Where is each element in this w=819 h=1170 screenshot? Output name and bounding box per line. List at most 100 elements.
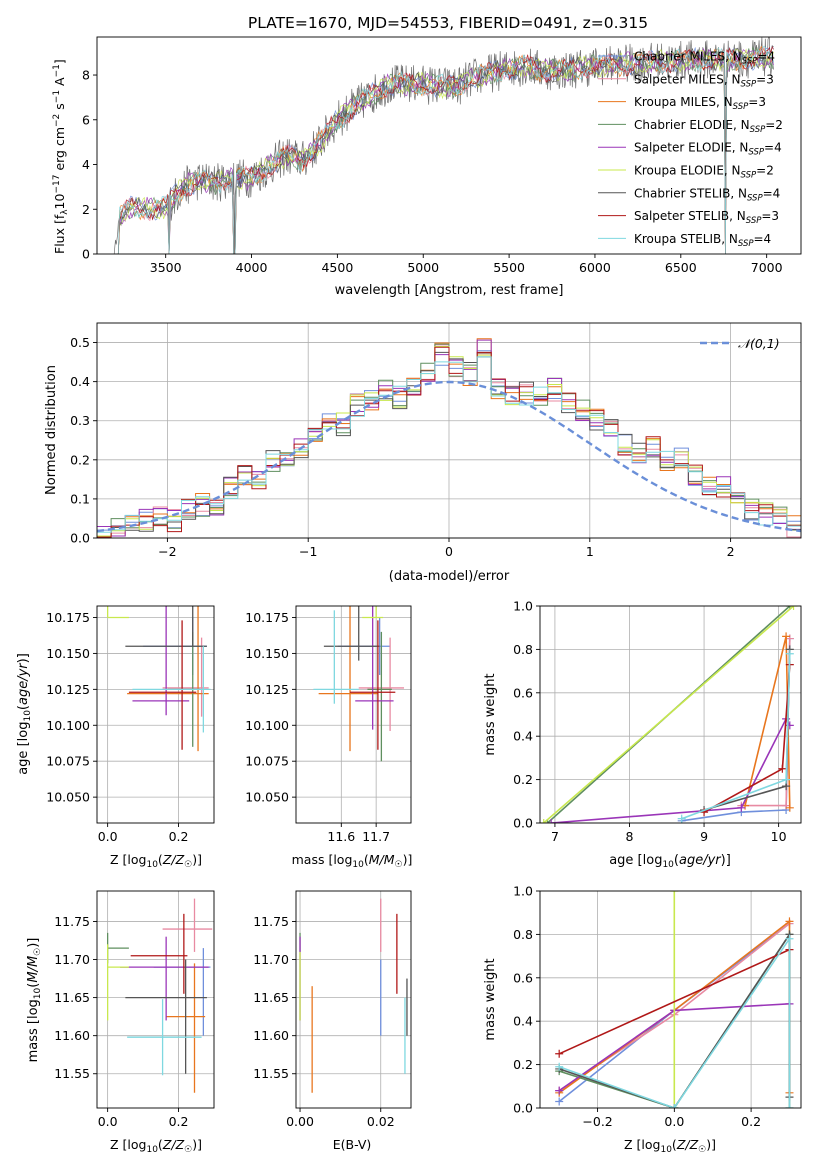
x-tick-label: 9 [700, 829, 708, 844]
model-fit-line [114, 45, 774, 254]
x-tick-label: 6000 [579, 260, 611, 275]
x-tick-label: 2 [727, 544, 735, 559]
mass-weight-line [543, 606, 795, 823]
spectrum-legend: Chabrier MILES, NSSP=4 Salpeter MILES, NS… [598, 50, 783, 249]
legend-entry-label: Kroupa MILES, NSSP=3 [634, 95, 766, 112]
mass-weight-series [540, 606, 798, 823]
model-fit-line [114, 48, 774, 254]
age-vs-mass-panel: 11.6 11.7 10.050 10.075 10.100 10.125 10.150 10… [245, 605, 412, 870]
axes-frame [96, 890, 215, 1109]
mass-weight-marker [555, 1086, 564, 1095]
y-axis-label: Normed distribution [44, 365, 59, 495]
error-bar-point [127, 606, 209, 752]
x-axis-label: Z [log10(Z/Z☉)] [110, 1137, 202, 1155]
x-tick-label: 1 [586, 544, 594, 559]
y-tick-label: 11.75 [54, 914, 90, 929]
mass-weight-marker [778, 764, 787, 773]
legend-entry-label: Chabrier ELODIE, NSSP=2 [634, 118, 783, 135]
error-bar-point [125, 959, 207, 1074]
mass-weight-series [677, 649, 794, 823]
spectrum-panel: 3500 4000 4500 5000 5500 6000 6500 7000 0 2 4 6 8 wav… [52, 36, 802, 298]
plot-area [97, 338, 801, 538]
plot-area [555, 891, 794, 1108]
y-tick-label: 10.050 [46, 790, 90, 805]
error-bar-point [355, 606, 394, 730]
error-bar-point [162, 898, 213, 952]
mass-vs-extinction-panel: 0.00 0.02 11.55 11.60 11.65 11.70 11.75 E(B-V) [253, 890, 412, 1152]
mass-weight-line [558, 936, 791, 1108]
error-bar-point [130, 913, 188, 994]
mass-weight-series [555, 945, 794, 1058]
axes-frame [295, 890, 412, 1109]
mass-weight-marker [555, 1062, 564, 1071]
mass-weight-vs-metallicity-panel: −0.2 0.0 0.2 0.0 0.2 0.4 0.6 0.8 1.0 mass weight Z… [483, 884, 802, 1155]
mass-weight-series [555, 934, 794, 1108]
x-tick-label: 5500 [493, 260, 525, 275]
mass-weight-marker [782, 801, 791, 810]
model-fit-line [114, 46, 774, 254]
x-axis-label: Z [log10(Z/Z☉)] [110, 852, 202, 870]
y-tick-label: 4 [82, 157, 90, 172]
y-axis-label: age [log10(age/yr)] [16, 653, 33, 775]
error-bar-point [323, 606, 380, 661]
y-tick-label: 0.1 [70, 491, 90, 506]
x-axis-label: Z [log10(Z/Z☉)] [624, 1137, 716, 1155]
x-tick-label: −2 [158, 544, 176, 559]
figure-title: PLATE=1670, MJD=54553, FIBERID=0491, z=0… [248, 14, 648, 32]
legend-entry-label: Kroupa ELODIE, NSSP=2 [634, 164, 774, 181]
x-tick-label: 0.0 [98, 829, 118, 844]
x-tick-label: 0.0 [664, 1114, 684, 1129]
y-tick-label: 10.100 [46, 718, 90, 733]
axes-frame [295, 605, 412, 824]
error-bar-point [162, 637, 209, 717]
y-tick-label: 0.5 [70, 335, 90, 350]
y-tick-label: 11.55 [54, 1066, 90, 1081]
x-axis-label: wavelength [Angstrom, rest frame] [335, 283, 564, 298]
x-axis-label: age [log10(age/yr)] [609, 853, 731, 870]
y-tick-label: 0.3 [70, 413, 90, 428]
x-tick-label: 8 [626, 829, 634, 844]
x-tick-label: 6500 [665, 260, 697, 275]
error-bar-point [362, 606, 384, 619]
x-tick-label: 0.0 [98, 1114, 118, 1129]
y-tick-label: 0.0 [513, 1101, 533, 1116]
plot-area [106, 898, 213, 1093]
x-tick-label: 7000 [751, 260, 783, 275]
y-tick-label: 0.0 [513, 816, 533, 831]
axes-frame [96, 605, 215, 824]
y-axis-label: mass weight [483, 673, 498, 755]
plot-area [540, 606, 798, 823]
normal-distribution-curve [97, 380, 801, 533]
residual-histogram-step [97, 346, 801, 538]
mass-weight-line [558, 948, 790, 1055]
x-tick-label: 0 [445, 544, 453, 559]
y-tick-label: 10.150 [46, 646, 90, 661]
y-tick-label: 10.125 [245, 682, 289, 697]
y-tick-label: 11.65 [253, 990, 289, 1005]
x-tick-label: 11.7 [362, 829, 390, 844]
mass-weight-marker [540, 819, 548, 823]
y-tick-label: 11.70 [54, 952, 90, 967]
x-tick-label: 0.02 [367, 1114, 395, 1129]
error-bar-point [106, 932, 129, 964]
y-tick-label: 11.65 [54, 990, 90, 1005]
x-tick-label: 7 [551, 829, 559, 844]
mass-weight-marker [785, 634, 794, 643]
x-tick-label: 0.2 [169, 1114, 189, 1129]
plot-area [113, 37, 774, 254]
axes-frame [96, 36, 802, 255]
error-bar-point [367, 631, 392, 762]
mass-weight-marker [785, 934, 794, 943]
y-tick-label: 0.0 [70, 531, 90, 546]
model-fit-line [114, 45, 774, 254]
plot-area [299, 898, 408, 1093]
mass-weight-series [700, 660, 794, 817]
mass-weight-vs-age-panel: 7 8 9 10 0.0 0.2 0.4 0.6 0.8 1.0 mass weight age [l… [483, 599, 802, 870]
x-tick-label: 4000 [236, 260, 268, 275]
mass-weight-marker [677, 814, 686, 823]
y-tick-label: 8 [82, 68, 90, 83]
error-bar-point [313, 610, 359, 704]
y-tick-label: 1.0 [513, 599, 533, 614]
legend-entry-label: 𝒩(0,1) [738, 336, 780, 351]
mass-weight-series [547, 714, 794, 823]
